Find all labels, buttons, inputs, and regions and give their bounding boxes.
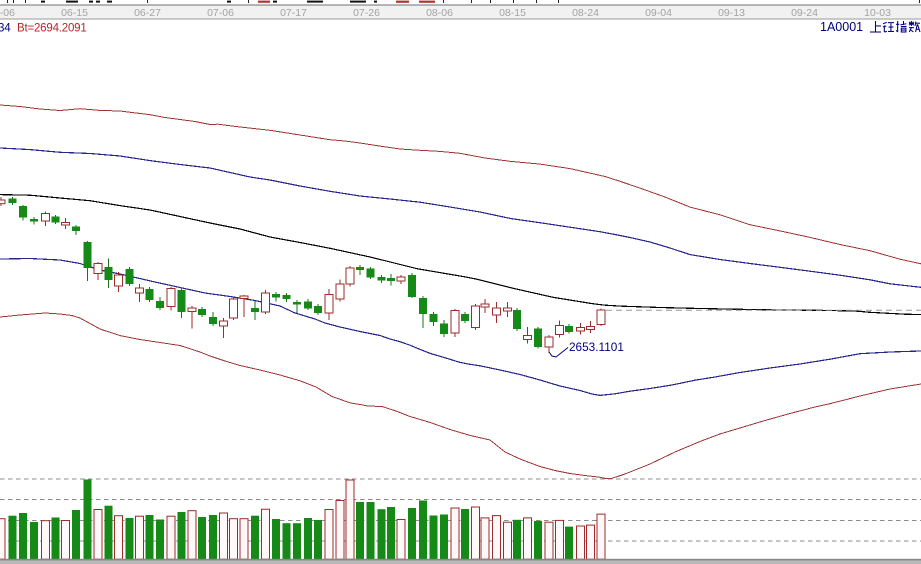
svg-text:07-17: 07-17 <box>280 7 307 19</box>
svg-text:09-04: 09-04 <box>645 7 672 19</box>
svg-text:08-15: 08-15 <box>499 7 526 19</box>
svg-text:09-24: 09-24 <box>791 7 818 19</box>
svg-text:07-06: 07-06 <box>207 7 234 19</box>
svg-text:06-27: 06-27 <box>134 7 161 19</box>
svg-text:06-06: 06-06 <box>0 7 15 19</box>
svg-text:07-26: 07-26 <box>353 7 380 19</box>
svg-text:06-15: 06-15 <box>61 7 88 19</box>
svg-text:Bt=2694.2091: Bt=2694.2091 <box>17 23 87 35</box>
svg-text:1A0001: 1A0001 <box>820 20 863 34</box>
svg-text:10-03: 10-03 <box>864 7 891 19</box>
svg-text:08-06: 08-06 <box>426 7 453 19</box>
svg-text:2653.1101: 2653.1101 <box>569 340 624 354</box>
svg-text:08-24: 08-24 <box>572 7 599 19</box>
svg-text:09-13: 09-13 <box>718 7 745 19</box>
svg-text:34: 34 <box>0 23 11 35</box>
